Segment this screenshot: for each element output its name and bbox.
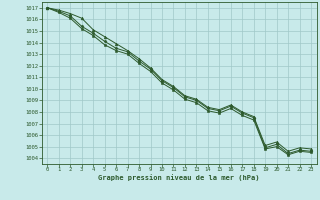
X-axis label: Graphe pression niveau de la mer (hPa): Graphe pression niveau de la mer (hPa) <box>99 174 260 181</box>
